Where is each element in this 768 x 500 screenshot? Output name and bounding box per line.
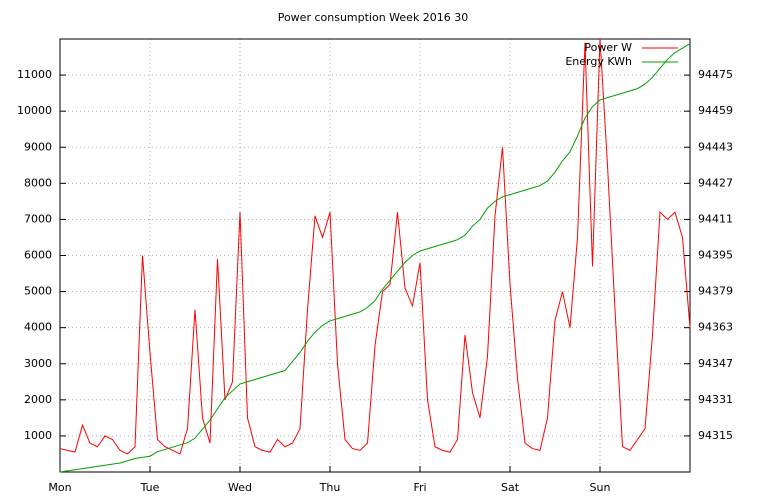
y-tick-label: 9000 xyxy=(24,140,52,153)
y2-tick-label: 94395 xyxy=(698,249,733,262)
y2-tick-label: 94427 xyxy=(698,176,733,189)
x-tick-label: Mon xyxy=(48,481,71,494)
y-tick-label: 6000 xyxy=(24,249,52,262)
y-tick-label: 1000 xyxy=(24,429,52,442)
y2-tick-label: 94459 xyxy=(698,104,733,117)
y2-tick-label: 94347 xyxy=(698,357,733,370)
x-tick-label: Sat xyxy=(501,481,520,494)
x-tick-label: Sun xyxy=(590,481,611,494)
y-tick-label: 8000 xyxy=(24,176,52,189)
y2-tick-label: 94315 xyxy=(698,429,733,442)
y2-tick-label: 94475 xyxy=(698,68,733,81)
y2-tick-label: 94363 xyxy=(698,321,733,334)
series-line xyxy=(59,38,691,455)
y-tick-label: 11000 xyxy=(17,68,52,81)
y2-tick-label: 94331 xyxy=(698,393,733,406)
x-tick-label: Fri xyxy=(413,481,426,494)
y-tick-label: 3000 xyxy=(24,357,52,370)
x-tick-label: Tue xyxy=(140,481,160,494)
y-tick-label: 10000 xyxy=(17,104,52,117)
y2-tick-label: 94411 xyxy=(698,212,733,225)
x-tick-label: Thu xyxy=(319,481,341,494)
y2-tick-label: 94379 xyxy=(698,285,733,298)
series-line xyxy=(59,43,691,473)
plot-frame xyxy=(59,38,691,473)
chart-title: Power consumption Week 2016 30 xyxy=(278,11,469,24)
x-tick-label: Wed xyxy=(228,481,252,494)
y-tick-label: 5000 xyxy=(24,285,52,298)
y-tick-label: 2000 xyxy=(24,393,52,406)
y-tick-label: 4000 xyxy=(24,321,52,334)
y-tick-label: 7000 xyxy=(24,212,52,225)
legend-label: Power W xyxy=(584,41,632,54)
y2-tick-label: 94443 xyxy=(698,140,733,153)
legend-label: Energy KWh xyxy=(565,55,632,68)
